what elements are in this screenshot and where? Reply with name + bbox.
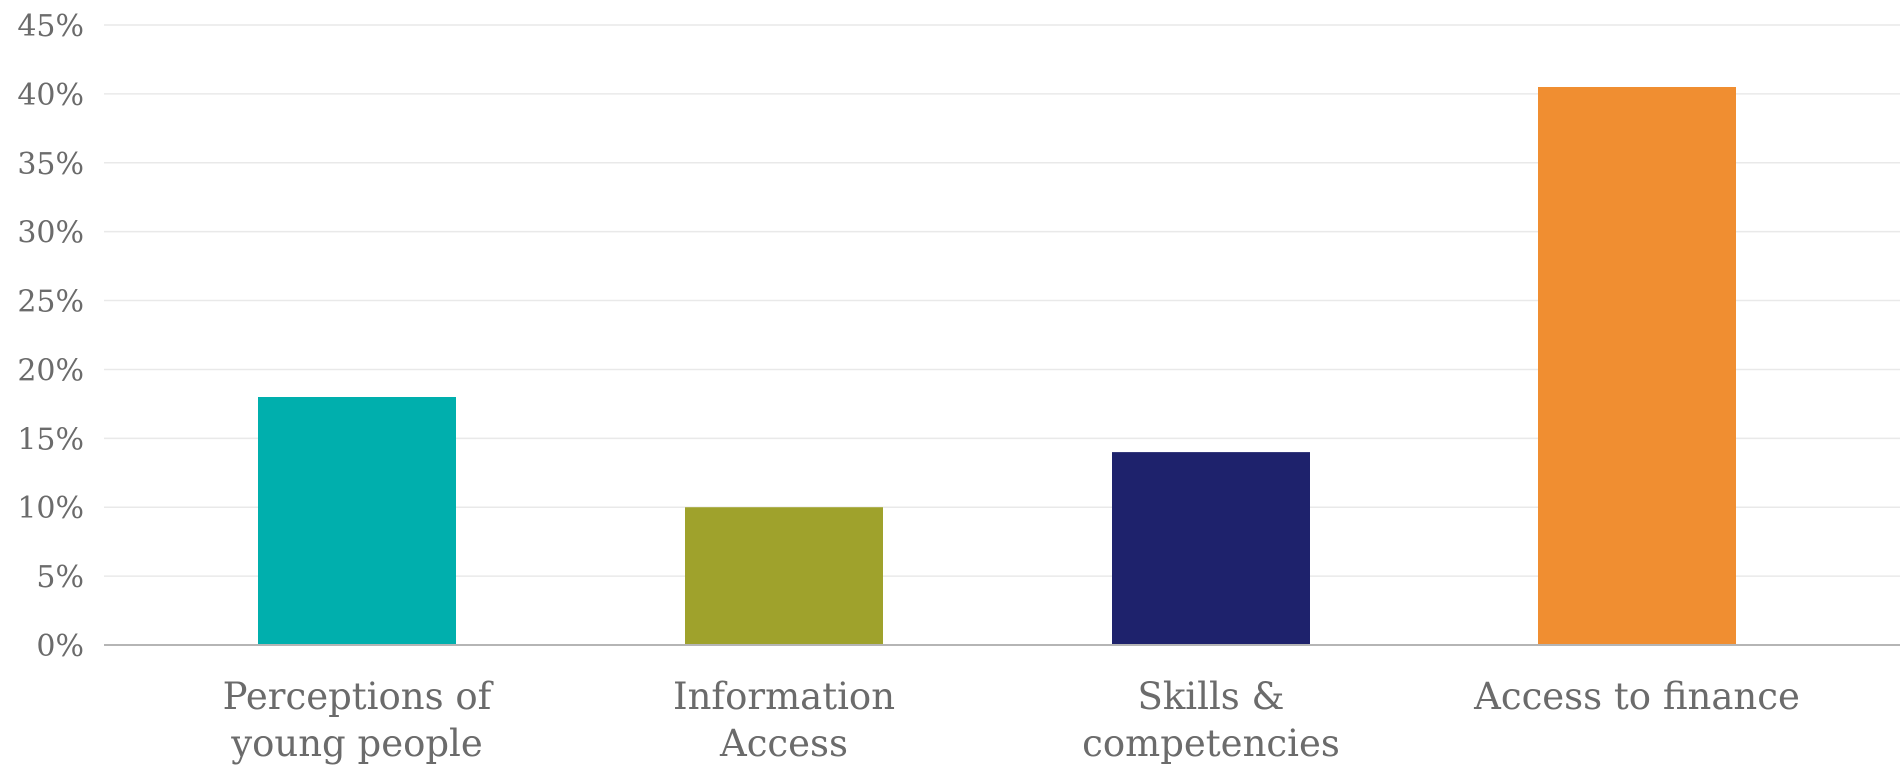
y-tick-label: 15% [17,422,84,457]
x-category-label-line: Skills & [1138,675,1285,718]
y-tick-label: 20% [17,353,84,388]
x-category-label-line: Access to finance [1473,675,1800,718]
y-tick-label: 10% [17,491,84,526]
bar [685,507,883,645]
bars [258,87,1736,645]
y-tick-label: 0% [36,629,84,664]
x-category-label-line: competencies [1082,722,1340,765]
x-category-label: Skills & competencies [1082,675,1340,765]
x-category-label-line: Access [719,722,848,765]
y-tick-label: 35% [17,147,84,182]
x-category-label-line: young people [230,722,483,765]
x-category-label-line: Perceptions of [223,675,494,718]
x-category-label: Access to finance [1473,675,1800,718]
y-tick-label: 25% [17,285,84,320]
x-category-label-line: Information [673,675,895,718]
x-category-label: Perceptions of young people [223,675,494,765]
y-tick-label: 5% [36,560,84,595]
bar [258,397,456,645]
y-tick-label: 45% [17,9,84,44]
bar [1538,87,1736,645]
x-category-label: Information Access [673,675,895,765]
y-axis-tick-labels: 0% 5% 10% 15% 20% 25% 30% 35% 40% 45% [17,9,84,664]
bar [1112,452,1310,645]
y-tick-label: 40% [17,78,84,113]
y-tick-label: 30% [17,216,84,251]
